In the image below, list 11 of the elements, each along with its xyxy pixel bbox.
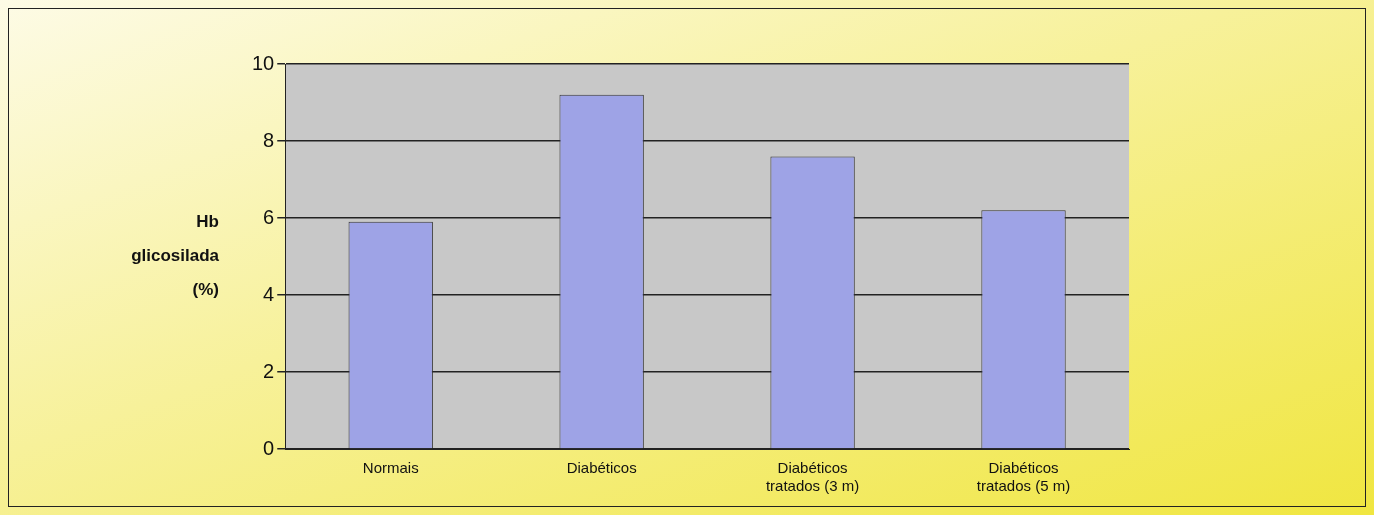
- y-tick-label: 0: [263, 436, 275, 459]
- y-tick-label: 8: [263, 128, 275, 151]
- y-tick-label: 10: [252, 51, 275, 74]
- x-tick-label: Normais: [362, 459, 419, 477]
- x-tick-label: Diabéticos tratados (3 m): [765, 459, 860, 495]
- y-axis-title: Hb glicosilada (%): [131, 212, 220, 300]
- x-tick-label: Diabéticos: [566, 459, 637, 477]
- x-tick-label: Diabéticos tratados (5 m): [976, 459, 1071, 495]
- y-tick-label: 2: [263, 359, 275, 382]
- y-tick-label: 6: [263, 205, 275, 228]
- y-tick-label: 4: [263, 282, 275, 305]
